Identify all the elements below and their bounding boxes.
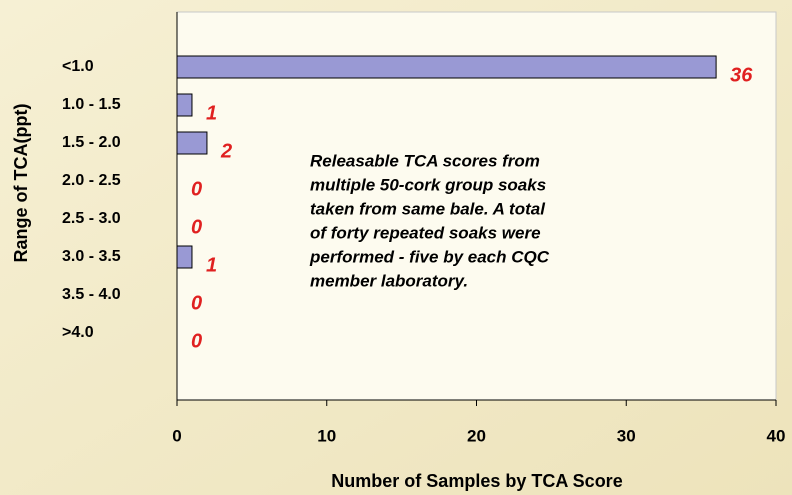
y-axis-label: Range of TCA(ppt) bbox=[11, 104, 31, 263]
x-tick-label: 0 bbox=[172, 426, 181, 445]
annotation: member laboratory. bbox=[310, 271, 468, 290]
value-label: 0 bbox=[191, 216, 202, 238]
value-label: 0 bbox=[191, 292, 202, 314]
annotation: performed - five by each CQC bbox=[309, 247, 550, 266]
y-tick-label: 1.5 - 2.0 bbox=[62, 134, 121, 151]
annotation: of forty repeated soaks were bbox=[310, 223, 541, 242]
value-label: 2 bbox=[220, 140, 232, 162]
value-label: 36 bbox=[730, 64, 753, 86]
y-tick-label: <1.0 bbox=[62, 58, 94, 75]
bar bbox=[176, 245, 193, 269]
x-tick-label: 30 bbox=[617, 426, 636, 445]
bar bbox=[176, 131, 208, 155]
y-tick-label: 3.5 - 4.0 bbox=[62, 286, 121, 303]
bar bbox=[176, 93, 193, 117]
y-tick-label: 1.0 - 1.5 bbox=[62, 96, 121, 113]
x-axis-label: Number of Samples by TCA Score bbox=[331, 471, 622, 491]
x-tick-label: 10 bbox=[317, 426, 336, 445]
value-label: 0 bbox=[191, 330, 202, 352]
bar bbox=[176, 55, 717, 79]
annotation: taken from same bale. A total bbox=[310, 199, 546, 218]
x-tick-label: 20 bbox=[467, 426, 486, 445]
value-label: 1 bbox=[206, 102, 217, 124]
y-tick-label: 2.0 - 2.5 bbox=[62, 172, 121, 189]
y-tick-label: >4.0 bbox=[62, 324, 94, 341]
annotation: multiple 50-cork group soaks bbox=[310, 175, 546, 194]
y-tick-label: 3.0 - 3.5 bbox=[62, 248, 121, 265]
annotation: Releasable TCA scores from bbox=[310, 151, 540, 170]
value-label: 0 bbox=[191, 178, 202, 200]
x-tick-label: 40 bbox=[767, 426, 786, 445]
value-label: 1 bbox=[206, 254, 217, 276]
y-tick-label: 2.5 - 3.0 bbox=[62, 210, 121, 227]
